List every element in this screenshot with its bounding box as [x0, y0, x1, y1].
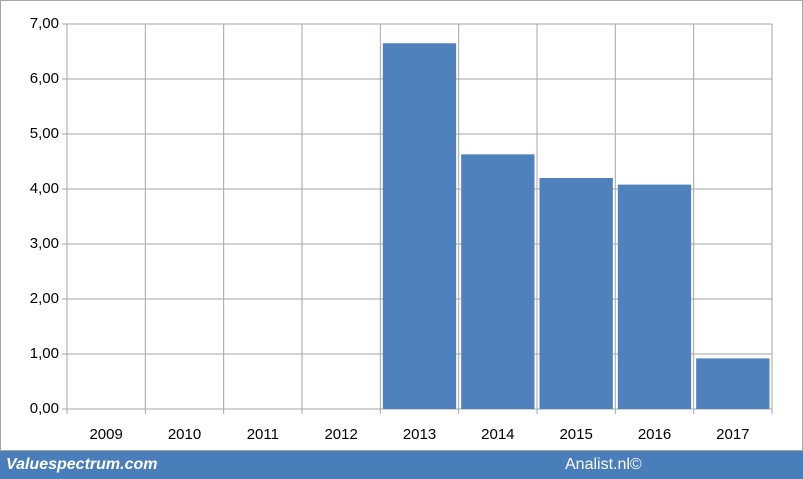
bar [539, 178, 613, 409]
bar [617, 184, 692, 409]
y-tick-label: 2,00 [30, 290, 59, 307]
footer-left: Valuespectrum.com [6, 456, 157, 473]
x-tick-label: 2015 [559, 426, 592, 443]
y-tick-label: 5,00 [30, 125, 59, 142]
y-tick-label: 1,00 [30, 345, 59, 362]
x-tick-label: 2011 [247, 426, 279, 443]
x-tick-label: 2012 [324, 426, 357, 443]
y-tick-label: 4,00 [30, 180, 59, 197]
y-tick-label: 0,00 [30, 400, 59, 417]
y-tick-label: 3,00 [30, 235, 59, 252]
x-tick-label: 2013 [403, 426, 436, 443]
x-tick-label: 2014 [481, 426, 514, 443]
x-tick-label: 2017 [716, 426, 749, 443]
x-tick-label: 2016 [638, 426, 671, 443]
x-tick-label: 2009 [89, 426, 122, 443]
footer-band [0, 451, 803, 479]
y-tick-label: 6,00 [30, 70, 59, 87]
y-tick-label: 7,00 [30, 15, 59, 32]
x-tick-label: 2010 [168, 426, 201, 443]
bar [461, 154, 535, 409]
bar [696, 358, 770, 409]
bar [382, 43, 457, 409]
footer-right: Analist.nl© [565, 456, 642, 473]
